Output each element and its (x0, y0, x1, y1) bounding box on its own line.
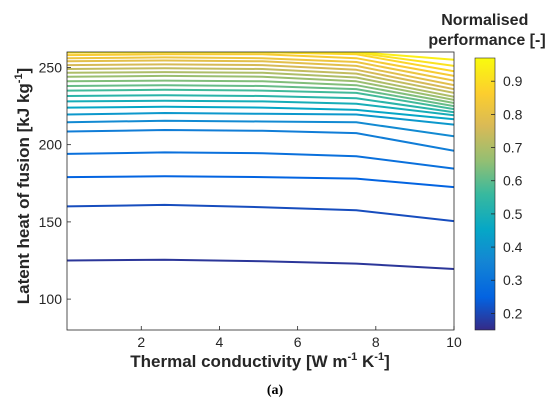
colorbar (474, 57, 496, 331)
x-tick-label: 2 (137, 334, 145, 350)
contour-line-18 (67, 59, 454, 87)
contour-lines (67, 52, 454, 270)
contour-line-1 (67, 258, 454, 270)
colorbar-tick-label: 0.4 (503, 239, 523, 255)
contour-line-17 (67, 63, 454, 91)
colorbar-tick-label: 0.5 (503, 206, 523, 222)
contour-line-11 (67, 88, 454, 111)
colorbar-tick-label: 0.6 (503, 173, 523, 189)
colorbar-tick-label: 0.2 (503, 305, 523, 321)
colorbar-tick-label: 0.8 (503, 106, 523, 122)
contour-line-19 (67, 56, 454, 82)
contour-line-22 (67, 52, 454, 67)
contour-line-10 (67, 94, 454, 114)
x-axis-ticks: 2 4 6 8 10 (137, 326, 462, 350)
plot-area (67, 52, 454, 330)
contour-line-13 (67, 79, 454, 104)
x-tick-label: 4 (216, 334, 224, 350)
colorbar-title-line-1: Normalised (441, 12, 528, 29)
y-axis-label: Latent heat of fusion [kJ kg-1] (13, 68, 33, 304)
x-tick-label: 6 (294, 334, 302, 350)
y-tick-label: 200 (39, 137, 63, 153)
contour-line-9 (67, 99, 454, 117)
colorbar-title-line-2: performance [-] (428, 32, 545, 49)
contour-line-2 (67, 203, 454, 223)
contour-line-16 (67, 67, 454, 94)
y-tick-label: 150 (39, 214, 63, 230)
colorbar-tick-label: 0.3 (503, 272, 523, 288)
figure-caption: (a) (267, 383, 284, 398)
x-axis-label: Thermal conductivity [W m-1 K-1] (130, 351, 389, 371)
contour-line-7 (67, 112, 454, 126)
contour-line-20 (67, 53, 454, 77)
x-tick-label: 8 (372, 334, 380, 350)
contour-line-5 (67, 129, 454, 152)
contour-line-12 (67, 84, 454, 108)
contour-line-8 (67, 105, 454, 121)
plot-frame (66, 51, 455, 331)
contour-line-6 (67, 119, 454, 138)
x-tick-label: 10 (446, 334, 462, 350)
y-tick-label: 100 (39, 291, 63, 307)
y-axis-ticks: 100 150 200 250 (39, 59, 71, 307)
colorbar-ticks: 0.2 0.3 0.4 0.5 0.6 0.7 0.8 0.9 (491, 73, 523, 321)
contour-line-23 (67, 52, 454, 61)
colorbar-tick-label: 0.9 (503, 73, 523, 89)
contour-line-14 (67, 74, 454, 101)
contour-line-15 (67, 71, 454, 98)
contour-line-3 (67, 175, 454, 189)
contour-line-4 (67, 151, 454, 170)
colorbar-tick-label: 0.7 (503, 140, 523, 156)
y-tick-label: 250 (39, 59, 63, 75)
colorbar-title: Normalised performance [-] (428, 12, 545, 49)
